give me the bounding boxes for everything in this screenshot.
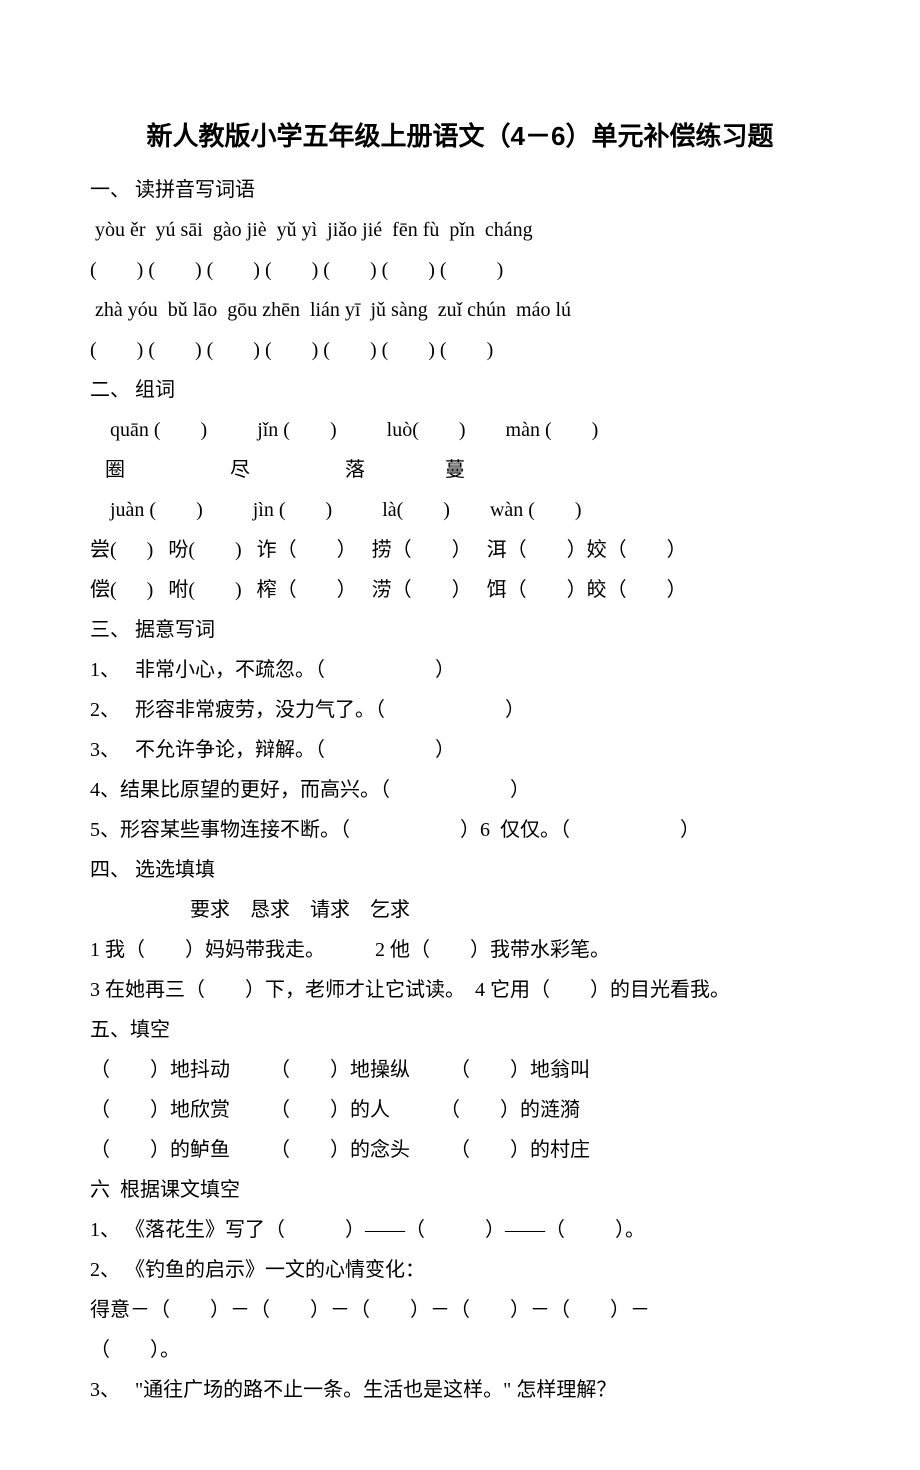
section-5-row-2: （ ）地欣赏 （ ）的人 （ ）的涟漪 — [90, 1090, 830, 1130]
page-title: 新人教版小学五年级上册语文（4－6）单元补偿练习题 — [90, 110, 830, 162]
section-6-heading: 六 根据课文填空 — [90, 1170, 830, 1210]
section-5-row-3: （ ）的鲈鱼 （ ）的念头 （ ）的村庄 — [90, 1130, 830, 1170]
section-2-row-5: 偿( ) 咐( ) 榨（ ） 涝（ ） 饵（ ）皎（ ） — [90, 570, 830, 610]
worksheet-page: 新人教版小学五年级上册语文（4－6）单元补偿练习题 一、 读拼音写词语 yòu … — [0, 0, 920, 1470]
section-3-heading: 三、 据意写词 — [90, 610, 830, 650]
section-2-row-1: quān ( ) jǐn ( ) luò( ) màn ( ) — [90, 410, 830, 450]
section-4-q2: 3 在她再三（ ）下，老师才让它试读。 4 它用（ ）的目光看我。 — [90, 970, 830, 1010]
section-5-heading: 五、填空 — [90, 1010, 830, 1050]
section-4-words: 要求 恳求 请求 乞求 — [90, 890, 830, 930]
section-1-pinyin-row-2: zhà yóu bǔ lāo gōu zhēn lián yī jǔ sàng … — [90, 290, 830, 330]
section-3-item-2: 2、 形容非常疲劳，没力气了。（ ） — [90, 690, 830, 730]
section-6-q2b: 得意－（ ）－（ ）－（ ）－（ ）－（ ）－ — [90, 1290, 830, 1330]
section-2-row-2: 圈 尽 落 蔓 — [90, 450, 830, 490]
section-4-q1: 1 我（ ）妈妈带我走。 2 他（ ）我带水彩笔。 — [90, 930, 830, 970]
section-5-row-1: （ ）地抖动 （ ）地操纵 （ ）地翁叫 — [90, 1050, 830, 1090]
section-1-blanks-row-2: ( ) ( ) ( ) ( ) ( ) ( ) ( ) — [90, 330, 830, 370]
section-6-q1: 1、 《落花生》写了（ ）——（ ）——（ ）。 — [90, 1210, 830, 1250]
section-3-item-5: 5、形容某些事物连接不断。（ ）6 仅仅。（ ） — [90, 810, 830, 850]
section-4-heading: 四、 选选填填 — [90, 850, 830, 890]
section-1-blanks-row-1: ( ) ( ) ( ) ( ) ( ) ( ) ( ) — [90, 250, 830, 290]
section-2-row-3: juàn ( ) jìn ( ) là( ) wàn ( ) — [90, 490, 830, 530]
section-3-item-4: 4、结果比原望的更好，而高兴。（ ） — [90, 770, 830, 810]
section-1-pinyin-row-1: yòu ěr yú sāi gào jiè yǔ yì jiǎo jié fēn… — [90, 210, 830, 250]
section-6-q2: 2、 《钓鱼的启示》一文的心情变化： — [90, 1250, 830, 1290]
section-1-heading: 一、 读拼音写词语 — [90, 170, 830, 210]
section-2-row-4: 尝( ) 吩( ) 诈（ ） 捞（ ） 洱（ ）姣（ ） — [90, 530, 830, 570]
section-3-item-1: 1、 非常小心，不疏忽。（ ） — [90, 650, 830, 690]
section-3-item-3: 3、 不允许争论，辩解。（ ） — [90, 730, 830, 770]
section-6-q2c: （ ）。 — [90, 1330, 830, 1370]
section-2-heading: 二、 组词 — [90, 370, 830, 410]
section-6-q3: 3、 "通往广场的路不止一条。生活也是这样。" 怎样理解？ — [90, 1370, 830, 1410]
